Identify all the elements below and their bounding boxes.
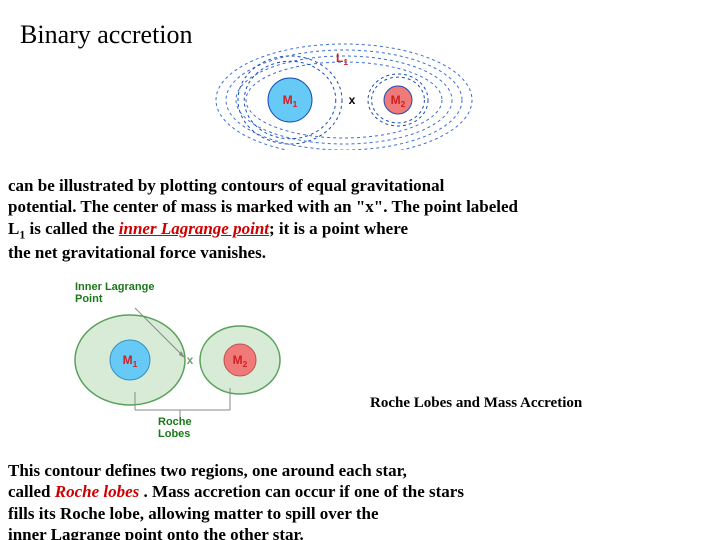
svg-text:x: x xyxy=(187,353,194,367)
inner-lagrange-term: inner Lagrange point xyxy=(119,219,269,238)
figure-contours: M1M2L1x xyxy=(200,20,480,155)
p2-line4: inner Lagrange point onto the other star… xyxy=(8,525,304,540)
p1-l1-letter: L xyxy=(8,219,19,238)
p2-line2a: called xyxy=(8,482,55,501)
roche-lobes-term: Roche lobes xyxy=(55,482,140,501)
paragraph-2: This contour defines two regions, one ar… xyxy=(8,460,708,540)
svg-text:Inner Lagrange: Inner Lagrange xyxy=(75,281,154,293)
svg-text:Roche: Roche xyxy=(158,416,192,428)
svg-text:Point: Point xyxy=(75,293,103,305)
page-root: Binary accretion M1M2L1x can be illustra… xyxy=(0,0,720,540)
svg-text:Lobes: Lobes xyxy=(158,428,190,440)
p2-line3: fills its Roche lobe, allowing matter to… xyxy=(8,504,379,523)
p1-line1: can be illustrated by plotting contours … xyxy=(8,176,444,195)
paragraph-1: can be illustrated by plotting contours … xyxy=(8,175,708,263)
contour-diagram-svg: M1M2L1x xyxy=(200,20,480,150)
p1-line3a: is called the xyxy=(25,219,119,238)
page-title: Binary accretion xyxy=(20,20,193,50)
p2-line1: This contour defines two regions, one ar… xyxy=(8,461,407,480)
p2-line2b: . Mass accretion can occur if one of the… xyxy=(139,482,464,501)
p1-line3b: ; it is a point where xyxy=(269,219,408,238)
roche-lobes-svg: M1M2xInner LagrangePointRocheLobes xyxy=(40,280,300,440)
p1-line4: the net gravitational force vanishes. xyxy=(8,243,266,262)
p1-line2: potential. The center of mass is marked … xyxy=(8,197,518,216)
figure-roche-lobes: M1M2xInner LagrangePointRocheLobes xyxy=(40,280,300,445)
svg-text:x: x xyxy=(349,93,356,107)
figure-caption: Roche Lobes and Mass Accretion xyxy=(370,395,582,412)
